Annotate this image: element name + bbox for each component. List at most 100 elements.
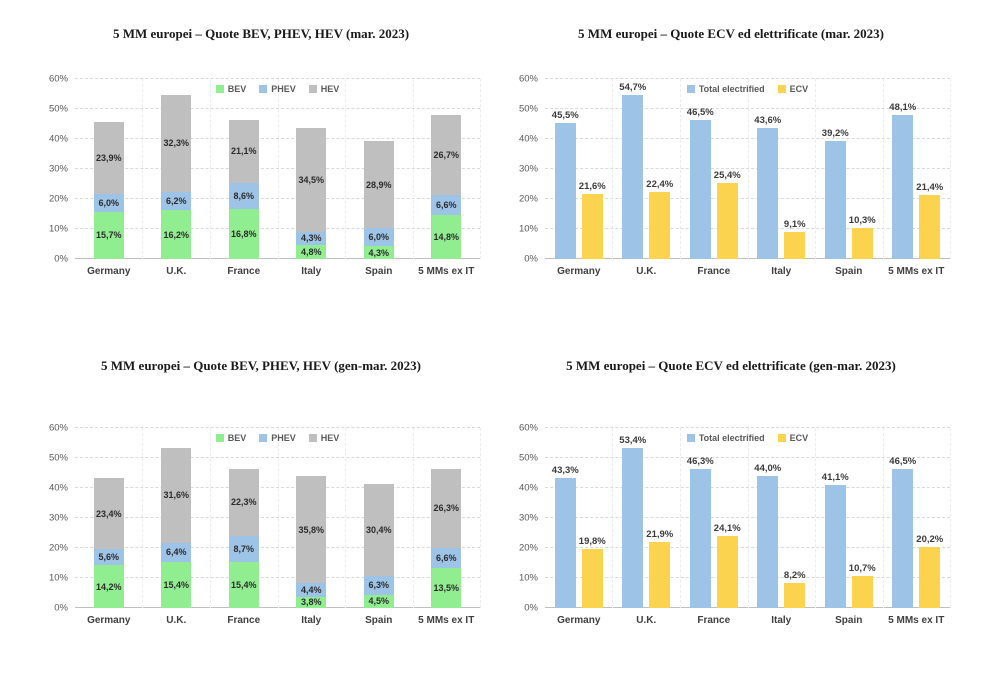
category-label-spain: Spain xyxy=(835,615,863,626)
value-label: 15,4% xyxy=(230,579,257,590)
category-gridline xyxy=(277,79,279,259)
y-tick-label: 50% xyxy=(48,103,68,115)
category-label-france: France xyxy=(227,266,261,277)
category-slot-france: 46,3% 24,1% xyxy=(680,428,748,608)
value-label: 46,5% xyxy=(889,455,917,467)
phev-segment: 6,6% xyxy=(431,194,462,215)
value-label: 3,8% xyxy=(300,597,322,608)
category-slot-u-k: 16,2% 6,2% 32,3% xyxy=(143,79,211,259)
legend-label: HEV xyxy=(320,84,340,94)
value-label: 10,7% xyxy=(848,562,876,574)
phev-segment: 4,4% xyxy=(296,583,327,597)
category-gridline xyxy=(412,79,414,259)
value-label: 8,2% xyxy=(783,570,806,582)
ecv-bar: 21,6% xyxy=(579,181,606,259)
value-label: 5,6% xyxy=(98,552,119,562)
plot-area: 14,2% 5,6% 23,4% 15,4% 6,4% 31,6% 15,4% 8,7% 22,… xyxy=(75,427,481,608)
category-axis: Germany U.K. France Italy Spain 5 MMs ex IT xyxy=(75,266,480,277)
value-label: 16,2% xyxy=(163,229,190,240)
category-label-germany: Germany xyxy=(87,266,131,277)
bar-group-italy: 44,0% 8,2% xyxy=(754,463,806,608)
hev-segment: 23,4% xyxy=(93,478,124,549)
y-tick-label: 20% xyxy=(518,542,538,554)
phev-segment: 6,3% xyxy=(363,575,394,595)
bar-group-france: 46,3% 24,1% xyxy=(687,456,741,608)
category-gridline xyxy=(142,79,144,259)
hev-segment: 35,8% xyxy=(296,476,327,584)
y-tick-label: 50% xyxy=(48,452,68,464)
category-label-u-k: U.K. xyxy=(166,266,187,277)
bev-segment: 15,4% xyxy=(161,561,192,608)
category-gridline xyxy=(612,428,614,608)
y-tick-label: 10% xyxy=(48,223,68,235)
value-label: 44,0% xyxy=(754,463,782,474)
category-label-france: France xyxy=(697,266,731,277)
y-tick-label: 30% xyxy=(48,512,68,524)
chart-title: 5 MM europei – Quote BEV, PHEV, HEV (gen… xyxy=(101,358,421,373)
plot-wrap: 0% 10% 20% 30% 40% 50% 60% 14,2% 5,6% 23,4% 15,4%… xyxy=(35,423,487,614)
hev-segment: 23,9% xyxy=(93,122,124,194)
value-label: 15,7% xyxy=(95,230,122,241)
ecv-bar: 21,9% xyxy=(646,529,673,608)
plot-area: 43,3% 19,8% 53,4% 21,9% 46,3% 24,1% 44,0% 8,2% 4… xyxy=(545,427,951,608)
category-label-spain: Spain xyxy=(365,615,393,626)
legend-item-hev: HEV xyxy=(308,84,340,94)
y-tick-label: 60% xyxy=(518,73,538,85)
stacked-bar-italy: 3,8% 4,4% 35,8% xyxy=(296,476,327,608)
category-label-u-k: U.K. xyxy=(636,266,657,277)
category-slot-5-mms-ex-it: 14,8% 6,6% 26,7% xyxy=(413,79,481,259)
category-slot-u-k: 54,7% 22,4% xyxy=(613,79,681,259)
y-tick-label: 50% xyxy=(518,103,538,115)
bars-row: 43,3% 19,8% 53,4% 21,9% 46,3% 24,1% 44,0% 8,2% 4… xyxy=(545,428,950,608)
ecv-bar: 20,2% xyxy=(916,534,943,608)
bev-segment: 14,2% xyxy=(93,565,124,608)
category-slot-italy: 43,6% 9,1% xyxy=(748,79,816,259)
category-label-5-mms-ex-it: 5 MMs ex IT xyxy=(418,615,475,626)
legend-item-phev: PHEV xyxy=(259,84,296,94)
y-axis: 0% 10% 20% 30% 40% 50% 60% xyxy=(35,423,75,614)
total-electrified-bar: 54,7% xyxy=(619,82,646,259)
category-gridline xyxy=(277,428,279,608)
category-label-italy: Italy xyxy=(771,615,792,626)
bar-group-spain: 39,2% 10,3% xyxy=(822,128,876,259)
bar-group-germany: 43,3% 19,8% xyxy=(552,465,606,608)
value-label: 15,4% xyxy=(163,579,190,590)
y-axis: 0% 10% 20% 30% 40% 50% 60% xyxy=(505,423,545,614)
value-label: 4,5% xyxy=(368,596,389,607)
y-tick-label: 40% xyxy=(48,482,68,494)
value-label: 32,3% xyxy=(163,138,190,149)
legend: Total electrified ECV xyxy=(545,84,950,94)
hev-segment: 22,3% xyxy=(228,468,259,536)
chart-panel-bev-phev-hev-genmar: 5 MM europei – Quote BEV, PHEV, HEV (gen… xyxy=(35,358,487,626)
hev-segment: 28,9% xyxy=(363,141,394,229)
value-label: 53,4% xyxy=(619,434,647,446)
phev-segment: 8,7% xyxy=(228,535,259,562)
category-label-u-k: U.K. xyxy=(636,615,657,626)
gridline xyxy=(75,78,480,79)
value-label: 48,1% xyxy=(889,101,917,113)
y-tick-label: 40% xyxy=(48,133,68,145)
category-gridline xyxy=(480,79,481,259)
category-gridline xyxy=(882,428,884,608)
category-gridline xyxy=(480,428,481,608)
value-label: 4,3% xyxy=(368,247,389,258)
bev-segment: 16,2% xyxy=(161,210,192,259)
bar-group-germany: 45,5% 21,6% xyxy=(552,110,606,259)
plot-area: 15,7% 6,0% 23,9% 16,2% 6,2% 32,3% 16,8% 8,6% 21,… xyxy=(75,78,481,259)
value-label: 19,8% xyxy=(578,535,606,547)
ecv-bar: 9,1% xyxy=(784,219,806,259)
value-label: 45,5% xyxy=(551,109,579,121)
legend-item-phev: PHEV xyxy=(259,433,296,443)
category-gridline xyxy=(344,79,346,259)
legend-label: BEV xyxy=(227,84,247,94)
value-label: 9,1% xyxy=(783,218,806,230)
phev-segment: 6,2% xyxy=(161,191,192,211)
y-tick-label: 0% xyxy=(54,602,68,614)
category-gridline xyxy=(679,428,681,608)
value-label: 6,0% xyxy=(98,197,119,208)
y-axis: 0% 10% 20% 30% 40% 50% 60% xyxy=(505,74,545,265)
ecv-bar: 8,2% xyxy=(784,570,806,608)
category-slot-u-k: 53,4% 21,9% xyxy=(613,428,681,608)
category-slot-france: 46,5% 25,4% xyxy=(680,79,748,259)
category-label-spain: Spain xyxy=(835,266,863,277)
